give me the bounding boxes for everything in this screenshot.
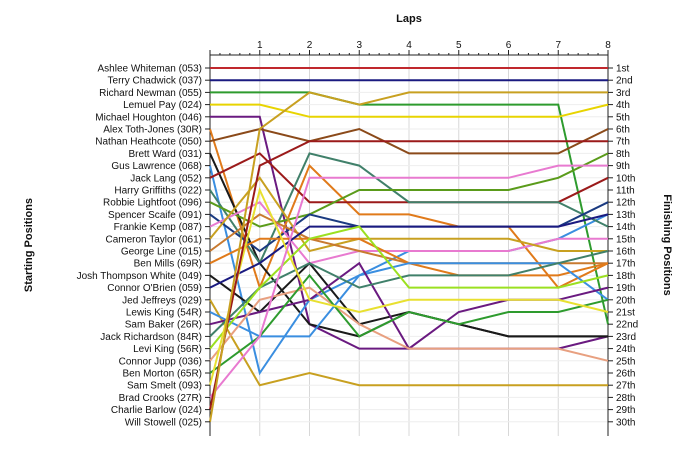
starting-driver-label: Sam Baker (26R): [125, 320, 202, 331]
series-line-29: [209, 140, 608, 410]
starting-driver-label: Jack Richardson (84R): [100, 332, 202, 343]
series-line-23: [209, 250, 609, 338]
finishing-position-label: 8th: [616, 149, 630, 160]
finishing-position-label: 14th: [616, 222, 635, 233]
series-line-28: [209, 164, 608, 399]
series-line-4: [210, 103, 609, 118]
x-tick-label: 1: [257, 40, 263, 51]
finishing-position-label: 26th: [616, 369, 635, 380]
finishing-position-label: 24th: [616, 344, 635, 355]
finishing-position-label: 12th: [616, 198, 635, 209]
starting-driver-label: Brett Ward (031): [128, 149, 202, 160]
starting-driver-label: Lewis King (54R): [126, 308, 202, 319]
starting-driver-label: Jack Lang (052): [130, 173, 202, 184]
starting-driver-label: Ashlee Whiteman (053): [98, 64, 203, 75]
x-tick-label: 3: [356, 40, 362, 51]
finishing-position-label: 15th: [616, 234, 635, 245]
finishing-position-label: 7th: [616, 137, 630, 148]
finishing-position-label: 10th: [616, 173, 635, 184]
series-line-21: [209, 262, 609, 338]
finishing-position-label: 28th: [616, 393, 635, 404]
x-tick-label: 8: [605, 40, 611, 51]
x-axis-title: Laps: [396, 13, 422, 25]
x-tick-label: 4: [406, 40, 412, 51]
finishing-position-label: 3rd: [616, 88, 630, 99]
finishing-position-label: 29th: [616, 405, 635, 416]
x-tick-label: 6: [506, 40, 512, 51]
starting-driver-label: Terry Chadwick (037): [108, 76, 202, 87]
starting-driver-label: Sam Smelt (093): [127, 381, 202, 392]
starting-driver-label: Robbie Lightfoot (096): [103, 198, 202, 209]
series-line-27: [209, 186, 609, 386]
finishing-position-label: 30th: [616, 417, 635, 428]
series-line-20: [209, 299, 608, 387]
starting-driver-label: Cameron Taylor (061): [105, 234, 202, 245]
starting-driver-label: Ben Mills (69R): [134, 259, 202, 270]
starting-driver-label: Josh Thompson White (049): [77, 271, 202, 282]
finishing-position-label: 20th: [616, 295, 635, 306]
x-tick-label: 5: [456, 40, 462, 51]
series-line-25: [209, 286, 609, 362]
left-axis-title: Starting Positions: [23, 198, 35, 292]
finishing-position-label: 25th: [616, 356, 635, 367]
finishing-position-label: 4th: [616, 100, 630, 111]
finishing-position-label: 6th: [616, 125, 630, 136]
starting-driver-label: George Line (015): [121, 247, 202, 258]
starting-driver-label: Lemuel Pay (024): [123, 100, 202, 111]
starting-driver-label: Ben Morton (65R): [123, 369, 202, 380]
starting-driver-label: Charlie Barlow (024): [111, 405, 202, 416]
starting-driver-label: Michael Houghton (046): [95, 112, 202, 123]
finishing-position-label: 13th: [616, 210, 635, 221]
finishing-position-label: 1st: [616, 64, 630, 75]
starting-driver-label: Connor Jupp (036): [119, 356, 202, 367]
finishing-position-label: 16th: [616, 247, 635, 258]
starting-driver-label: Gus Lawrence (068): [111, 161, 202, 172]
series-line-3: [210, 91, 609, 325]
starting-driver-label: Jed Jeffreys (029): [122, 295, 202, 306]
starting-driver-label: Richard Newman (055): [99, 88, 202, 99]
starting-driver-label: Harry Griffiths (022): [114, 186, 202, 197]
finishing-position-label: 19th: [616, 283, 635, 294]
finishing-position-label: 23rd: [616, 332, 636, 343]
finishing-position-label: 2nd: [616, 76, 633, 87]
starting-driver-label: Brad Crooks (27R): [119, 393, 202, 404]
finishing-position-label: 5th: [616, 112, 630, 123]
finishing-position-label: 21st: [616, 308, 635, 319]
series-line-24: [209, 225, 609, 350]
starting-driver-label: Connor O'Brien (059): [107, 283, 202, 294]
finishing-position-label: 11th: [616, 186, 635, 197]
starting-driver-label: Spencer Scaife (091): [108, 210, 202, 221]
finishing-position-label: 18th: [616, 271, 635, 282]
series-line-19: [209, 213, 609, 289]
starting-driver-label: Will Stowell (025): [125, 417, 202, 428]
finishing-position-label: 9th: [616, 161, 630, 172]
finishing-position-label: 17th: [616, 259, 635, 270]
series-line-26: [209, 273, 609, 374]
series-line-30: [209, 91, 608, 422]
series-line-7: [209, 127, 609, 155]
x-tick-label: 2: [307, 40, 313, 51]
finishing-position-label: 27th: [616, 381, 635, 392]
starting-driver-label: Alex Toth-Jones (30R): [103, 125, 202, 136]
series-line-15: [209, 176, 608, 253]
x-tick-label: 7: [555, 40, 561, 51]
starting-driver-label: Nathan Heathcote (050): [95, 137, 202, 148]
starting-driver-label: Levi King (56R): [133, 344, 202, 355]
right-axis-title: Finishing Positions: [661, 194, 673, 295]
starting-driver-label: Frankie Kemp (087): [114, 222, 202, 233]
finishing-position-label: 22nd: [616, 320, 638, 331]
